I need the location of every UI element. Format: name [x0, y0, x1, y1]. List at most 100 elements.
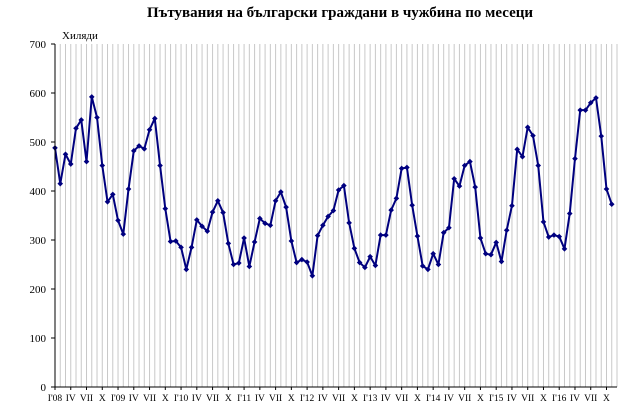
data-point-58 [356, 259, 363, 266]
data-point-44 [283, 204, 289, 210]
x-tick-label-18: VII [143, 394, 156, 404]
data-point-32 [220, 209, 226, 216]
data-point-57 [351, 245, 358, 252]
data-point-54 [335, 187, 342, 193]
data-point-45 [288, 238, 295, 244]
data-point-2 [62, 151, 69, 158]
x-tick-label-42: VII [269, 394, 282, 404]
y-tick-label-100: 100 [30, 333, 47, 345]
data-point-26 [188, 244, 195, 251]
x-tick-label-24: I'10 [174, 394, 189, 404]
x-tick-label-0: I'08 [48, 394, 63, 404]
data-point-84 [493, 239, 499, 246]
data-point-36 [241, 235, 247, 241]
data-point-67 [404, 164, 410, 171]
data-point-87 [509, 202, 515, 209]
y-tick-labels: 0 100 200 300 400 500 600 700 [30, 39, 55, 394]
x-tick-label-105: X [603, 394, 610, 404]
x-tick-label-12: I'09 [111, 394, 126, 404]
y-tick-label-500: 500 [30, 137, 47, 149]
data-point-5 [78, 117, 85, 123]
data-point-49 [309, 272, 316, 279]
data-point-40 [262, 220, 268, 227]
data-point-70 [419, 263, 426, 269]
data-point-51 [320, 222, 326, 229]
data-point-73 [435, 261, 442, 268]
x-tick-label-72: I'14 [426, 394, 441, 404]
data-point-59 [362, 264, 368, 271]
x-tick-label-27: IV [192, 394, 202, 404]
data-point-31 [215, 198, 221, 204]
x-tick-label-81: X [477, 394, 484, 404]
x-tick-label-33: X [225, 394, 232, 404]
data-point-3 [67, 161, 74, 167]
data-point-12 [115, 217, 121, 224]
data-point-20 [157, 162, 163, 169]
x-tick-labels: I'08 IV VII X I'09 IV VII X I'10 IV VII X I'11 IV VII X… [48, 387, 610, 404]
data-point-76 [451, 175, 457, 182]
x-tick-label-69: X [414, 394, 421, 404]
y-axis-label: Хиляди [62, 30, 98, 42]
x-tick-label-15: IV [129, 394, 139, 404]
y-tick-label-700: 700 [30, 39, 47, 51]
data-point-77 [456, 183, 463, 189]
data-point-106 [608, 201, 615, 208]
data-point-8 [94, 114, 100, 121]
data-point-55 [341, 182, 347, 189]
data-point-52 [325, 213, 331, 220]
x-tick-label-45: X [288, 394, 295, 404]
data-point-72 [430, 250, 436, 257]
x-tick-label-60: I'13 [363, 394, 378, 404]
x-tick-label-21: X [162, 394, 169, 404]
y-tick-label-300: 300 [30, 235, 47, 247]
x-tick-label-63: IV [381, 394, 391, 404]
data-point-23 [173, 238, 179, 244]
data-point-27 [194, 217, 200, 223]
data-point-4 [73, 125, 79, 132]
x-tick-label-39: IV [255, 394, 265, 404]
x-tick-label-6: VII [80, 394, 93, 404]
data-point-48 [304, 259, 310, 265]
data-point-92 [535, 162, 542, 169]
data-point-11 [109, 191, 116, 198]
x-tick-label-78: VII [458, 394, 471, 404]
data-point-39 [257, 215, 263, 222]
data-point-35 [236, 260, 242, 266]
data-point-22 [167, 238, 174, 245]
data-point-104 [598, 133, 605, 139]
data-point-89 [519, 153, 526, 160]
data-point-25 [183, 266, 190, 273]
x-tick-label-90: VII [521, 394, 534, 404]
chart-title: Пътувания на български граждани в чужбин… [147, 5, 533, 21]
data-point-19 [151, 115, 158, 122]
x-tick-label-3: IV [66, 394, 76, 404]
y-tick-label-0: 0 [41, 382, 47, 394]
data-point-75 [446, 224, 452, 231]
data-point-38 [251, 239, 258, 245]
data-point-90 [524, 124, 531, 131]
data-point-7 [88, 94, 95, 100]
data-point-41 [267, 222, 274, 229]
data-point-64 [388, 207, 394, 213]
data-point-101 [582, 107, 589, 113]
data-point-78 [461, 162, 468, 169]
y-tick-label-200: 200 [30, 284, 47, 296]
x-tick-label-87: IV [507, 394, 517, 404]
data-point-21 [162, 205, 169, 212]
data-point-98 [566, 210, 573, 217]
data-point-16 [136, 143, 142, 149]
data-point-18 [146, 126, 153, 133]
data-point-30 [209, 209, 216, 215]
x-tick-label-9: X [99, 394, 106, 404]
data-point-61 [372, 262, 379, 269]
data-point-91 [530, 132, 536, 139]
data-point-42 [272, 198, 279, 204]
data-point-24 [178, 244, 184, 251]
data-point-100 [577, 107, 584, 113]
gridlines [54, 44, 618, 387]
data-point-43 [278, 189, 284, 195]
data-point-80 [472, 184, 478, 190]
data-point-94 [545, 234, 552, 240]
data-point-33 [225, 240, 232, 247]
